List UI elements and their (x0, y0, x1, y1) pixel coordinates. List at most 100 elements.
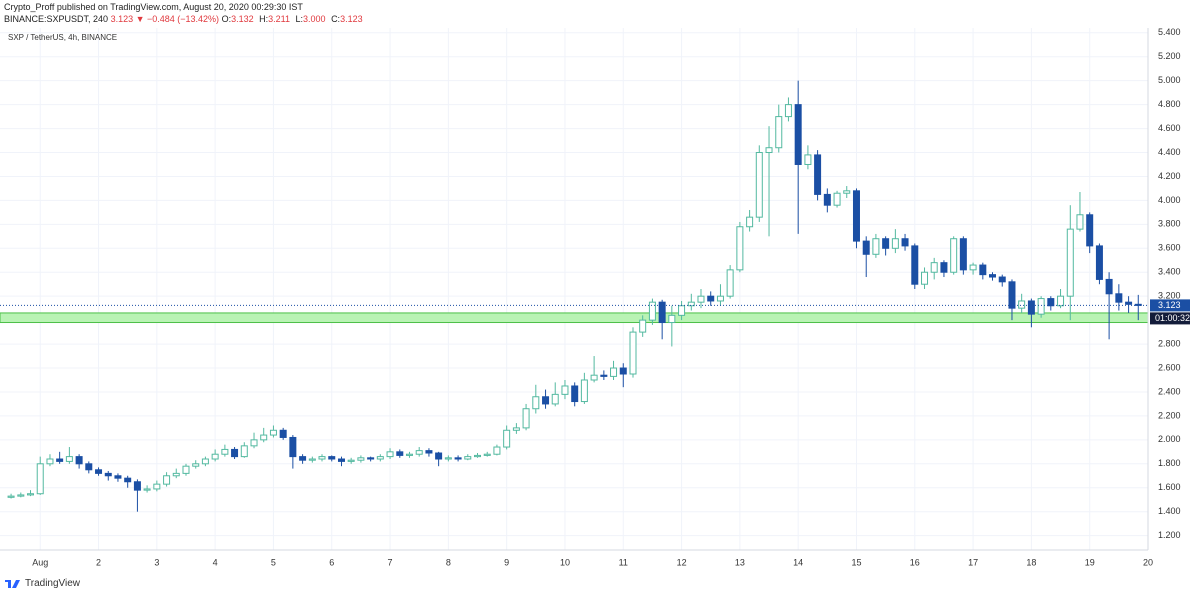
candle-body (532, 396, 540, 410)
candle-body (852, 190, 860, 242)
author-line: Crypto_Proff published on TradingView.co… (4, 2, 303, 12)
candle-body (435, 452, 443, 460)
x-tick-label: 5 (271, 557, 276, 567)
candle-body (163, 475, 171, 485)
ohlc-key: L: (295, 14, 304, 24)
candle-body (376, 456, 384, 460)
candle-body (396, 451, 404, 456)
candle-body (833, 192, 841, 206)
candle-body (347, 459, 355, 462)
ohlc-value: 3.000 (303, 14, 326, 24)
y-tick-label: 4.400 (1158, 147, 1181, 157)
x-tick-label: 14 (793, 557, 803, 567)
x-tick-label: 2 (96, 557, 101, 567)
candle-body (658, 301, 666, 324)
x-tick-label: 12 (677, 557, 687, 567)
ohlc: O:3.132 H:3.211 L:3.000 C:3.123 (222, 14, 366, 24)
candle-body (17, 494, 25, 497)
candle-body (357, 457, 365, 461)
y-tick-label: 3.200 (1158, 291, 1181, 301)
candle-body (619, 367, 627, 375)
candle-body (444, 457, 452, 460)
candle-body (124, 477, 132, 483)
candle-body (133, 481, 141, 491)
candle-body (1057, 295, 1065, 307)
candle-body (1027, 300, 1035, 315)
candle-body (823, 193, 831, 206)
candle-body (36, 463, 44, 495)
candle-body (716, 295, 724, 302)
y-tick-label: 3.400 (1158, 267, 1181, 277)
candle-body (765, 147, 773, 154)
candle-body (1037, 298, 1045, 315)
candle-body (668, 314, 676, 324)
countdown-tag (1150, 312, 1190, 325)
candle-body (804, 154, 812, 165)
candle-body (726, 269, 734, 297)
candle-body (328, 456, 336, 460)
ohlc-key: H: (259, 14, 269, 24)
candle-body (192, 463, 200, 467)
candle-body (318, 456, 326, 460)
x-tick-label: 7 (388, 557, 393, 567)
y-tick-label: 2.000 (1158, 434, 1181, 444)
candle-body (580, 379, 588, 403)
candle-body (843, 190, 851, 194)
candle-body (921, 271, 929, 285)
candle-body (882, 238, 890, 249)
candle-body (172, 472, 180, 477)
candle-body (454, 457, 462, 460)
y-tick-label: 1.400 (1158, 506, 1181, 516)
candle-body (464, 456, 472, 460)
candle-body (250, 439, 258, 447)
symbol-line: BINANCE:SXPUSDT, 240 3.123 ▼ −0.484 (−13… (4, 14, 366, 24)
candle-body (998, 276, 1006, 283)
candle-body (697, 295, 705, 303)
y-tick-label: 5.400 (1158, 27, 1181, 37)
candle-body (755, 152, 763, 218)
candle-body (512, 427, 520, 431)
candle-body (95, 469, 103, 474)
candle-body (911, 245, 919, 285)
candle-body (1095, 245, 1103, 280)
candle-body (337, 458, 345, 462)
candle-body (1018, 300, 1026, 309)
candle-body (969, 264, 977, 271)
grid (0, 28, 1149, 550)
candle-body (85, 463, 93, 471)
x-tick-label: 18 (1026, 557, 1036, 567)
y-tick-label: 4.800 (1158, 99, 1181, 109)
candle-body (26, 493, 34, 496)
candle-body (1086, 214, 1094, 247)
candle-body (1066, 228, 1074, 297)
y-tick-label: 3.600 (1158, 243, 1181, 253)
candle-body (279, 429, 287, 438)
candle-body (989, 274, 997, 278)
candle-body (425, 450, 433, 454)
brand: TradingView (25, 577, 81, 589)
candle-body (639, 319, 647, 333)
y-tick-label: 4.600 (1158, 123, 1181, 133)
candle-body (201, 458, 209, 465)
candle-body (386, 451, 394, 458)
ohlc-value: 3.211 (268, 14, 290, 24)
candle-body (678, 305, 686, 316)
ohlc-key: O: (221, 14, 232, 24)
candle-body (405, 453, 413, 456)
candle-body (736, 226, 744, 271)
candle-body (503, 429, 511, 448)
candle-body (1047, 298, 1055, 307)
candle-body (746, 216, 754, 228)
candle-body (648, 301, 656, 321)
candle-body (775, 116, 783, 149)
countdown-label: 01:00:32 (1155, 313, 1190, 323)
candle-body (260, 434, 268, 441)
y-tick-label: 2.600 (1158, 362, 1181, 372)
candle-body (542, 396, 550, 405)
candle-body (114, 475, 122, 479)
plot (0, 80, 1149, 512)
y-tick-label: 4.200 (1158, 171, 1181, 181)
x-tick-label: 20 (1143, 557, 1153, 567)
y-tick-label: 2.200 (1158, 410, 1181, 420)
candle-body (610, 367, 618, 377)
